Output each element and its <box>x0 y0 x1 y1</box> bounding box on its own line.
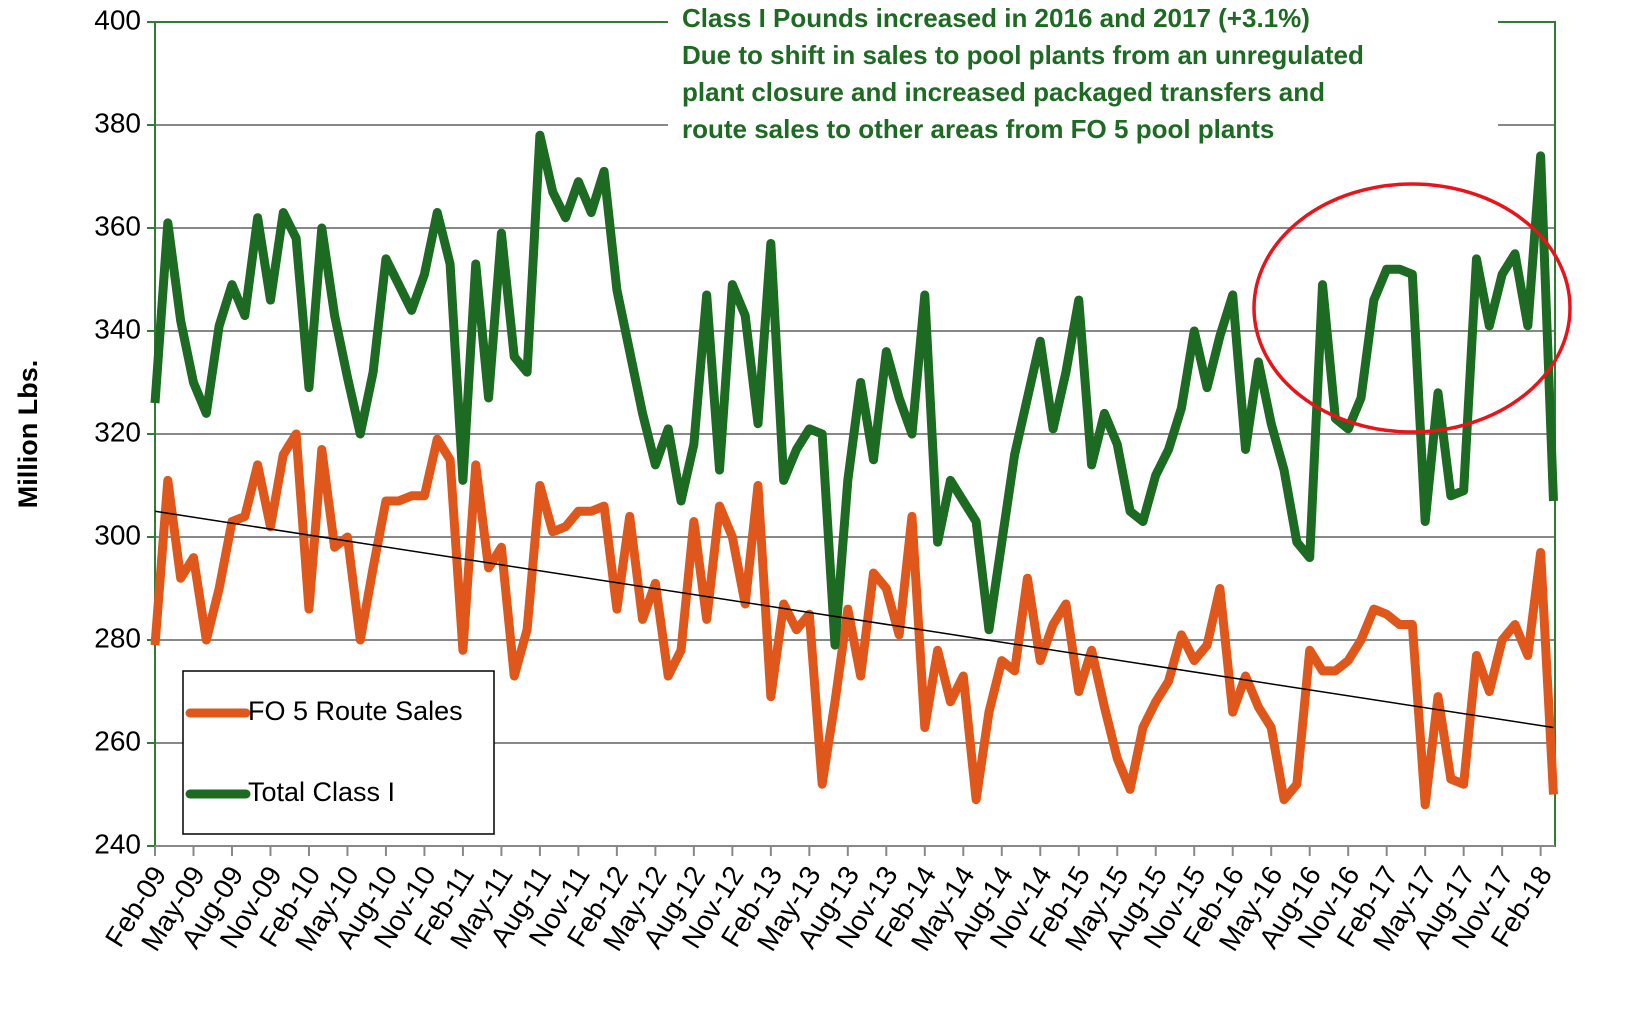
legend-label: FO 5 Route Sales <box>248 696 463 726</box>
y-tick-label: 260 <box>94 725 141 756</box>
y-tick-label: 300 <box>94 519 141 550</box>
y-tick-label: 360 <box>94 210 141 241</box>
annotation-bg <box>668 0 1498 146</box>
y-tick-label: 400 <box>94 4 141 35</box>
y-tick-label: 320 <box>94 416 141 447</box>
trendline <box>154 510 1554 729</box>
annotation: Class I Pounds increased in 2016 and 201… <box>682 3 1310 33</box>
highlight-circle <box>1252 182 1572 434</box>
annotation: route sales to other areas from FO 5 poo… <box>682 114 1274 144</box>
annotation: Due to shift in sales to pool plants fro… <box>682 40 1364 70</box>
y-axis-label: Million Lbs. <box>13 360 43 509</box>
series-line <box>150 130 1558 650</box>
annotation: plant closure and increased packaged tra… <box>682 77 1325 107</box>
legend-label: Total Class I <box>248 777 395 807</box>
y-tick-label: 380 <box>94 107 141 138</box>
legend-box <box>182 670 495 835</box>
y-tick-label: 240 <box>94 828 141 859</box>
y-tick-label: 280 <box>94 622 141 653</box>
series-line <box>150 429 1558 810</box>
y-tick-label: 340 <box>94 313 141 344</box>
